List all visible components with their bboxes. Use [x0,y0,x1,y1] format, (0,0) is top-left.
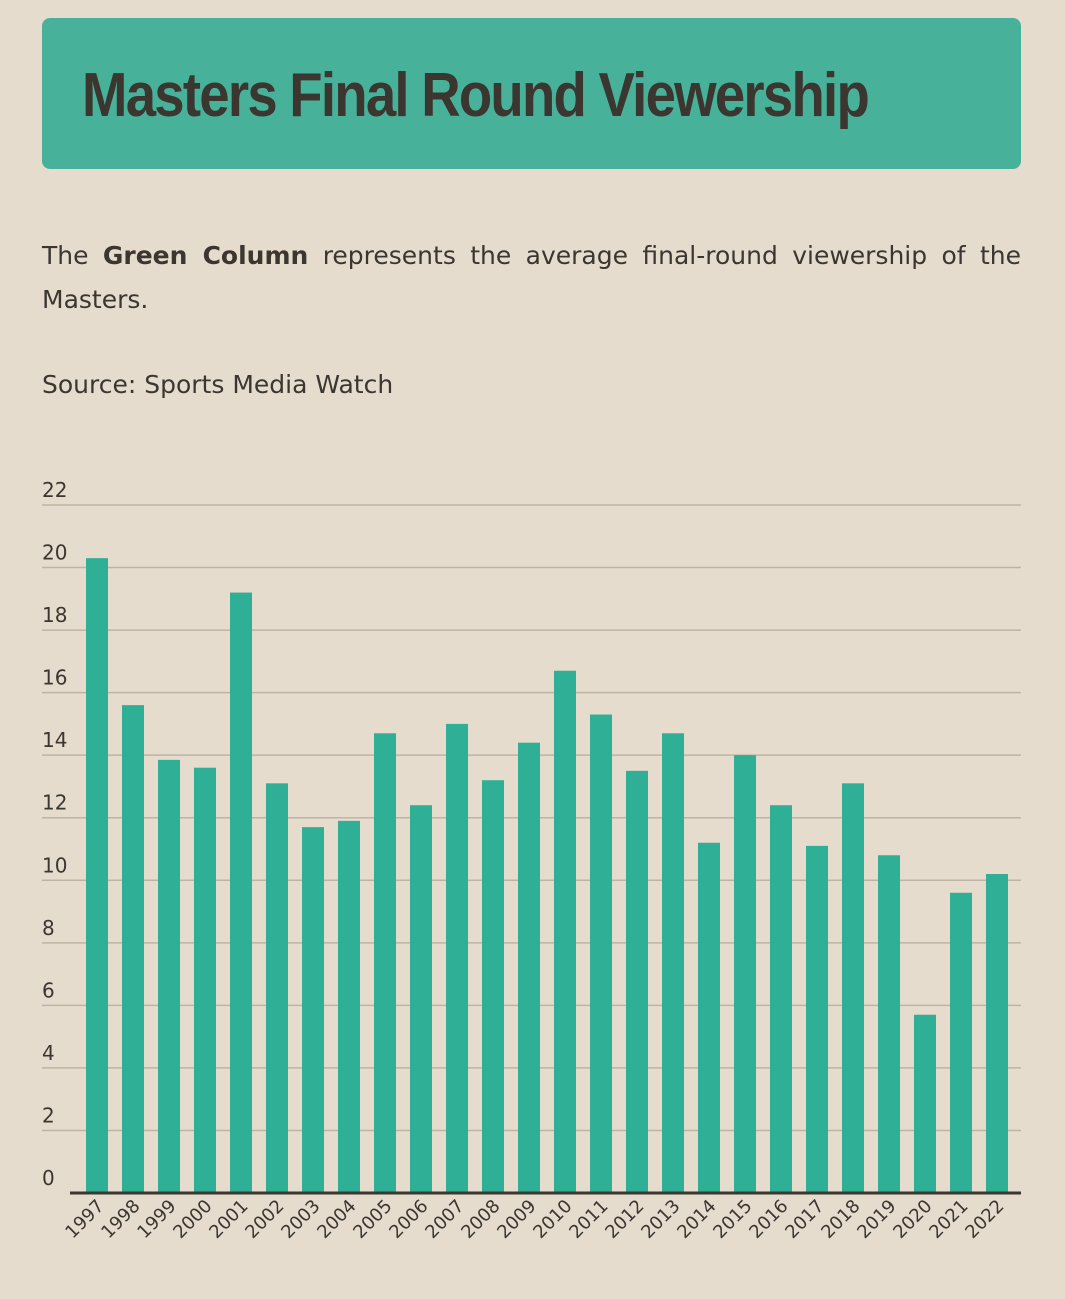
y-tick-label: 22 [42,478,67,502]
bar-2015 [734,755,756,1193]
x-tick-label: 2011 [565,1196,612,1243]
bar-2022 [986,874,1008,1193]
x-tick-label: 2013 [637,1196,684,1243]
x-tick-label: 2012 [601,1196,648,1243]
x-tick-label: 2016 [745,1196,792,1243]
bar-2005 [374,733,396,1193]
x-tick-label: 2001 [205,1196,252,1243]
y-tick-label: 12 [42,791,67,815]
x-tick-label: 2004 [313,1196,360,1243]
x-tick-label: 1997 [61,1196,108,1243]
bar-2008 [482,780,504,1193]
bar-2020 [914,1014,936,1193]
y-tick-label: 4 [42,1041,55,1065]
bar-2006 [410,805,432,1193]
bar-1998 [122,705,144,1193]
description-text-end: represents the average final-round viewe… [42,241,1021,314]
y-tick-label: 0 [42,1166,55,1190]
bar-2017 [806,845,828,1193]
bar-2016 [770,805,792,1193]
x-tick-label: 2019 [853,1196,900,1243]
x-tick-label: 2007 [421,1196,468,1243]
y-tick-label: 2 [42,1103,55,1127]
y-tick-label: 20 [42,541,67,565]
bar-1997 [86,558,108,1193]
y-tick-label: 16 [42,666,67,690]
x-tick-label: 2021 [925,1196,972,1243]
x-tick-label: 2000 [169,1196,216,1243]
y-tick-label: 6 [42,978,55,1002]
x-tick-label: 2020 [889,1196,936,1243]
x-tick-label: 2003 [277,1196,324,1243]
bar-2013 [662,733,684,1193]
x-tick-label: 1998 [97,1196,144,1243]
x-tick-label: 2015 [709,1196,756,1243]
bar-2012 [626,770,648,1193]
y-tick-label: 14 [42,728,67,752]
y-tick-label: 8 [42,916,55,940]
bar-2003 [302,827,324,1193]
bar-2001 [230,592,252,1193]
x-tick-label: 2017 [781,1196,828,1243]
bar-2019 [878,855,900,1193]
bar-2010 [554,670,576,1193]
description: The Green Column represents the average … [42,234,1021,322]
x-tick-label: 2006 [385,1196,432,1243]
x-tick-label: 2002 [241,1196,288,1243]
x-tick-label: 2010 [529,1196,576,1243]
bar-2014 [698,842,720,1193]
x-tick-label: 2014 [673,1196,720,1243]
bar-2018 [842,783,864,1193]
x-tick-label: 2022 [961,1196,1008,1243]
bar-2004 [338,820,360,1193]
y-tick-label: 10 [42,853,67,877]
description-bold: Green Column [102,241,309,270]
x-tick-label: 2008 [457,1196,504,1243]
bar-2002 [266,783,288,1193]
bar-2011 [590,714,612,1193]
x-tick-label: 2018 [817,1196,864,1243]
description-text: The [42,241,103,270]
page-title: Masters Final Round Viewership [82,61,870,130]
source-note: Source: Sports Media Watch [42,370,394,399]
bar-2021 [950,892,972,1193]
x-tick-label: 2005 [349,1196,396,1243]
bar-2009 [518,742,540,1193]
bar-1999 [158,759,180,1193]
title-banner: Masters Final Round Viewership [42,18,1021,169]
x-tick-label: 2009 [493,1196,540,1243]
bar-2000 [194,767,216,1193]
y-tick-label: 18 [42,603,67,627]
bar-2007 [446,723,468,1193]
x-tick-label: 1999 [133,1196,180,1243]
